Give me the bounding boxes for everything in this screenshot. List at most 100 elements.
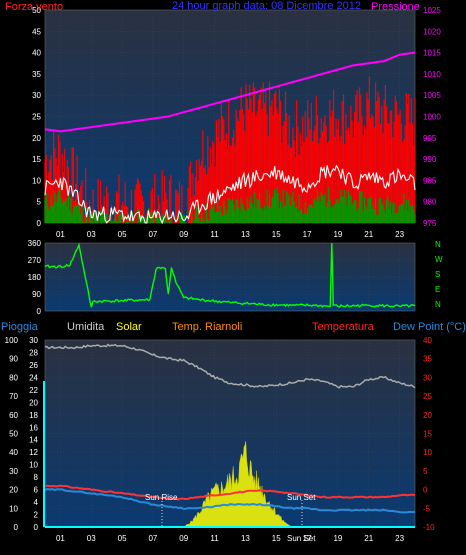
wind-y-tick-label: 30 — [32, 91, 41, 100]
solar-label: Solar — [116, 321, 142, 333]
percent-y-tick-label: 80 — [9, 373, 18, 382]
x-tick-label: 23 — [395, 230, 404, 239]
x-tick-label: 09 — [179, 230, 188, 239]
x-tick-label: 11 — [210, 230, 219, 239]
direction-label: N — [435, 240, 441, 249]
percent-y-tick-label: 0 — [14, 523, 19, 532]
rain-y-tick-label: 18 — [29, 411, 38, 420]
dewpoint-line — [44, 488, 416, 514]
x-tick-label: 11 — [210, 534, 219, 543]
rain-y-tick-label: 2 — [34, 511, 39, 520]
pressure-y-tick-label: 975 — [423, 219, 437, 228]
direction-label: S — [435, 270, 440, 279]
sunset-label: Sun Set — [287, 493, 316, 502]
x-tick-label: 03 — [87, 534, 96, 543]
wind-y-tick-label: 40 — [32, 49, 41, 58]
pressure-y-tick-label: 1015 — [423, 49, 441, 58]
rain-y-tick-label: 8 — [34, 473, 39, 482]
pressure-y-tick-label: 985 — [423, 176, 437, 185]
direction-panel-background — [44, 242, 416, 312]
x-tick-label: 23 — [395, 534, 404, 543]
x-tick-label: 21 — [364, 230, 373, 239]
temperature-y-tick-label: 15 — [423, 430, 432, 439]
wind-y-tick-label: 10 — [32, 176, 41, 185]
pressure-label: Pressione — [371, 1, 420, 13]
temp-panel-axes: 0102030405060708090100024681012141618202… — [5, 336, 435, 543]
x-tick-label: 07 — [148, 534, 157, 543]
x-tick-label: 17 — [303, 534, 312, 543]
direction-y-tick-label: 270 — [28, 256, 42, 265]
pressure-y-tick-label: 1010 — [423, 70, 441, 79]
wind-y-tick-label: 0 — [37, 219, 42, 228]
rain-y-tick-label: 4 — [34, 498, 39, 507]
sunset-bottom-label: Sun Set — [287, 534, 316, 543]
x-tick-label: 13 — [241, 230, 250, 239]
rain-label: Pioggia — [1, 321, 39, 333]
rain-y-tick-label: 6 — [34, 486, 39, 495]
direction-label: W — [435, 255, 443, 264]
humidity-label: Umidita — [67, 321, 105, 333]
wind-panel-grid — [45, 9, 415, 224]
percent-y-tick-label: 10 — [9, 504, 18, 513]
sunrise-label: Sun Rise — [145, 493, 178, 502]
pressure-y-tick-label: 1025 — [423, 6, 441, 15]
temperature-line — [44, 484, 416, 501]
dewpoint-label: Dew Point (°C) — [393, 321, 466, 333]
rain-y-tick-label: 16 — [29, 423, 38, 432]
direction-label: N — [435, 300, 441, 309]
direction-y-tick-label: 90 — [32, 290, 41, 299]
temp-indoor-label: Temp. Riarnoli — [172, 321, 242, 333]
x-tick-label: 21 — [364, 534, 373, 543]
direction-y-tick-label: 180 — [28, 273, 42, 282]
temperature-y-tick-label: 5 — [423, 467, 428, 476]
temperature-y-tick-label: 0 — [423, 486, 428, 495]
rain-y-tick-label: 10 — [29, 461, 38, 470]
wind-y-tick-label: 5 — [37, 198, 42, 207]
temperature-y-tick-label: 10 — [423, 448, 432, 457]
x-tick-label: 19 — [333, 534, 342, 543]
direction-y-tick-label: 0 — [37, 307, 42, 316]
percent-y-tick-label: 20 — [9, 486, 18, 495]
percent-y-tick-label: 50 — [9, 430, 18, 439]
wind-label: Forza vento — [5, 1, 63, 13]
direction-panel-grid — [45, 242, 415, 312]
rain-y-tick-label: 12 — [29, 448, 38, 457]
rain-y-tick-label: 24 — [29, 373, 38, 382]
x-tick-label: 19 — [333, 230, 342, 239]
percent-y-tick-label: 70 — [9, 392, 18, 401]
x-tick-label: 05 — [118, 534, 127, 543]
wind-y-tick-label: 25 — [32, 113, 41, 122]
percent-y-tick-label: 90 — [9, 355, 18, 364]
wind-y-tick-label: 15 — [32, 155, 41, 164]
temperature-y-tick-label: 20 — [423, 411, 432, 420]
pressure-y-tick-label: 1020 — [423, 27, 441, 36]
direction-panel-series — [44, 242, 416, 308]
temperature-y-tick-label: 35 — [423, 355, 432, 364]
pressure-y-tick-label: 1005 — [423, 91, 441, 100]
percent-y-tick-label: 60 — [9, 411, 18, 420]
pressure-y-tick-label: 1000 — [423, 113, 441, 122]
x-tick-label: 05 — [118, 230, 127, 239]
x-tick-label: 03 — [87, 230, 96, 239]
rain-y-tick-label: 14 — [29, 436, 38, 445]
direction-label: E — [435, 285, 440, 294]
direction-y-tick-label: 360 — [28, 239, 42, 248]
wind-panel-axes: 0510152025303540455097598098599099510001… — [32, 6, 441, 239]
x-tick-label: 15 — [272, 534, 281, 543]
wind-panel-series — [44, 51, 416, 225]
rain-y-tick-label: 0 — [34, 523, 39, 532]
x-tick-label: 01 — [56, 230, 65, 239]
rain-y-tick-label: 30 — [29, 336, 38, 345]
humidity-line — [44, 343, 416, 389]
rain-y-tick-label: 22 — [29, 386, 38, 395]
temperature-y-tick-label: 25 — [423, 392, 432, 401]
wind-y-tick-label: 50 — [32, 6, 41, 15]
x-tick-label: 15 — [272, 230, 281, 239]
wind-direction-line — [44, 242, 416, 308]
wind-y-tick-label: 35 — [32, 70, 41, 79]
rain-y-tick-label: 20 — [29, 398, 38, 407]
pressure-y-tick-label: 990 — [423, 155, 437, 164]
x-tick-label: 17 — [303, 230, 312, 239]
